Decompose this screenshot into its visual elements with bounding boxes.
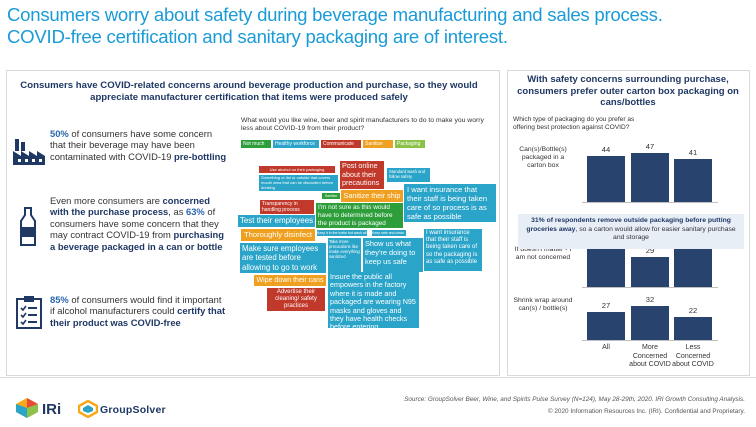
bar-value-label: 41 bbox=[688, 148, 698, 157]
cloud-phrase: Test their employees bbox=[238, 215, 315, 227]
category-label: More Concerned about COVID bbox=[629, 344, 671, 368]
bar-value-label: 47 bbox=[645, 142, 655, 151]
row-label: Shrink wrap around can(s) / bottle(s) bbox=[513, 297, 573, 313]
stat-emphasis: pre-bottling bbox=[174, 150, 227, 162]
groupsolver-brand: GroupSolver bbox=[100, 404, 166, 416]
stat-text-part: , as bbox=[168, 206, 186, 218]
cloud-phrase: Something or list or outside that covers… bbox=[259, 175, 338, 191]
callout-part: , so a carton would allow for easier san… bbox=[575, 225, 736, 242]
cloud-phrase: Use alcohol on their packaging bbox=[259, 166, 335, 173]
stat-certify: 85% of consumers would find it important… bbox=[50, 294, 228, 328]
bar-value-label: 22 bbox=[688, 306, 698, 315]
cloud-phrase: Show us what they're doing to keep us sa… bbox=[363, 238, 423, 272]
headline-line-2: COVID-free certification and sanitary pa… bbox=[7, 26, 508, 47]
callout-part: 31% of respondents bbox=[531, 217, 598, 224]
chart-bar bbox=[587, 248, 625, 287]
stat-pre-bottling: 50% of consumers have some concern that … bbox=[50, 128, 228, 162]
cloud-phrase: Keep it in the bottle but wash all safet… bbox=[317, 230, 367, 236]
legend-chip-healthy-workforce: Healthy workforce bbox=[273, 140, 319, 148]
iri-brand: IRi bbox=[42, 401, 62, 418]
cloud-phrase: Transparency in handling process bbox=[260, 200, 314, 214]
cloud-phrase: Post online about their precautions bbox=[340, 161, 384, 189]
bar-value-label: 44 bbox=[601, 145, 611, 154]
cloud-phrase: Make sure employees are tested before al… bbox=[240, 243, 326, 273]
stat-pct: 85% bbox=[50, 294, 69, 305]
clipboard-checklist-icon bbox=[16, 296, 42, 329]
category-label: All bbox=[602, 344, 610, 351]
cloud-phrase: Take more precautions like make everythi… bbox=[328, 238, 361, 274]
headline-line-1: Consumers worry about safety during beve… bbox=[7, 4, 663, 25]
footer-divider bbox=[0, 377, 756, 378]
source-note: Source: GroupSolver Beer, Wine, and Spir… bbox=[404, 396, 745, 403]
chart-baseline bbox=[582, 287, 718, 288]
cloud-phrase: Sanitize bbox=[322, 193, 340, 199]
factory-icon bbox=[13, 139, 45, 165]
chart-bar bbox=[631, 257, 669, 287]
cloud-phrase: I want insurance that their staff is bei… bbox=[404, 184, 496, 222]
wordcloud-question: What would you like wine, beer and spiri… bbox=[241, 117, 484, 133]
chart-bar bbox=[587, 312, 625, 340]
cloud-phrase: Keep safe and clean bbox=[372, 230, 406, 236]
cloud-phrase: Thoroughly disinfect bbox=[241, 229, 315, 241]
stat-pct: 63% bbox=[185, 206, 205, 218]
bar-value-label: 32 bbox=[645, 295, 655, 304]
chart-question: Which type of packaging do you prefer as… bbox=[513, 116, 635, 131]
chart-bar bbox=[631, 306, 669, 340]
chart-baseline bbox=[582, 202, 718, 203]
stat-emphasis: purchasing a beverage packaged in a can … bbox=[50, 229, 224, 252]
row-label: Can(s)/Bottle(s) packaged in a carton bo… bbox=[519, 146, 567, 170]
cloud-phrase: Standard wash and follow safety bbox=[387, 168, 430, 182]
cloud-phrase: Insure the public all empowers in the fa… bbox=[328, 272, 419, 328]
cloud-phrase: Sanitize their ship bbox=[341, 190, 403, 202]
bottle-icon bbox=[20, 207, 36, 246]
cloud-phrase: Wipe down their cans bbox=[254, 275, 326, 286]
legend-chip-communicate: Communicate bbox=[321, 140, 361, 148]
stat-purchase-process: Even more consumers are concerned with t… bbox=[50, 195, 228, 252]
stat-pct: 50% bbox=[50, 128, 69, 139]
chart-bar bbox=[631, 153, 669, 202]
bar-value-label: 29 bbox=[645, 246, 655, 255]
cloud-phrase: I want insurance that their staff is bei… bbox=[424, 229, 482, 271]
chart-bar bbox=[674, 317, 712, 340]
iri-logo-icon bbox=[16, 398, 38, 418]
stat-emphasis: certify that their product was COVID-fre… bbox=[50, 305, 226, 328]
legend-chip-sanitize: Sanitize bbox=[363, 140, 393, 148]
bar-value-label: 27 bbox=[601, 301, 611, 310]
right-panel-heading: With safety concerns surrounding purchas… bbox=[517, 74, 739, 109]
chart-bar bbox=[674, 159, 712, 202]
left-panel-heading: Consumers have COVID-related concerns ar… bbox=[20, 80, 478, 103]
stat-text-part: of consumers would find it important if … bbox=[50, 294, 222, 317]
legend-chip-not-much: Not much bbox=[241, 140, 271, 148]
callout-emphasis: remove outside packaging before putting … bbox=[526, 217, 731, 233]
page-headline: Consumers worry about safety during beve… bbox=[7, 4, 752, 48]
cloud-phrase: I'm not sure as this would have to deter… bbox=[316, 203, 403, 228]
groupsolver-logo-icon bbox=[78, 400, 98, 418]
legend-chip-packaging: Packaging bbox=[395, 140, 425, 148]
cloud-phrase: Advertise their cleaning/ safety practic… bbox=[267, 288, 325, 311]
insight-callout: 31% of respondents remove outside packag… bbox=[518, 214, 744, 249]
stat-text-part: Even more consumers are bbox=[50, 195, 163, 206]
copyright-note: © 2020 Information Resources Inc. (IRI).… bbox=[547, 408, 745, 415]
stat-text-part: of consumers have some concern that thei… bbox=[50, 128, 213, 162]
chart-bar bbox=[587, 156, 625, 202]
category-label: Less Concerned about COVID bbox=[672, 344, 714, 368]
row-label: It doesn't matter - I am not concerned bbox=[514, 246, 572, 262]
stat-emphasis: concerned with the purchase process bbox=[50, 195, 210, 218]
stat-text-part: of consumers have some concern that they… bbox=[50, 206, 219, 241]
chart-baseline bbox=[582, 340, 718, 341]
